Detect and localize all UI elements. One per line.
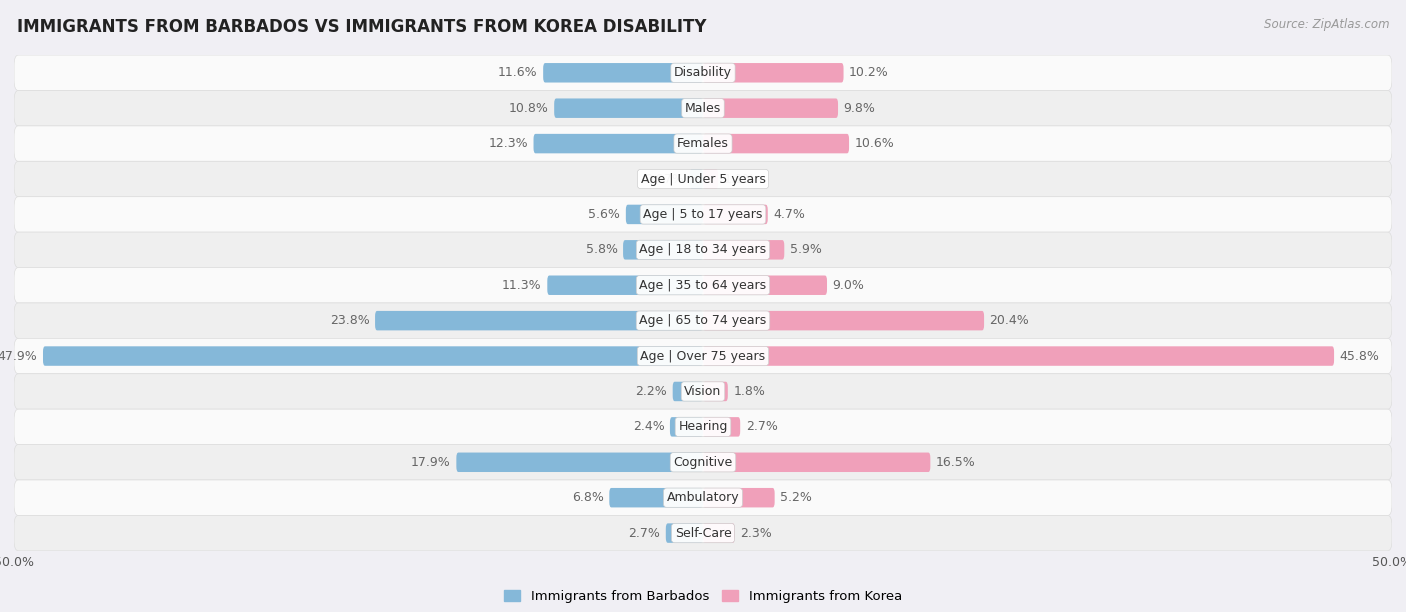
Legend: Immigrants from Barbados, Immigrants from Korea: Immigrants from Barbados, Immigrants fro… xyxy=(499,585,907,609)
Text: 5.9%: 5.9% xyxy=(790,244,821,256)
FancyBboxPatch shape xyxy=(14,126,1392,162)
FancyBboxPatch shape xyxy=(703,346,1334,366)
Text: 2.3%: 2.3% xyxy=(740,526,772,540)
FancyBboxPatch shape xyxy=(703,382,728,401)
FancyBboxPatch shape xyxy=(703,452,931,472)
FancyBboxPatch shape xyxy=(457,452,703,472)
Text: Vision: Vision xyxy=(685,385,721,398)
FancyBboxPatch shape xyxy=(547,275,703,295)
FancyBboxPatch shape xyxy=(14,338,1392,374)
Text: 1.8%: 1.8% xyxy=(734,385,765,398)
Text: 10.8%: 10.8% xyxy=(509,102,548,114)
FancyBboxPatch shape xyxy=(554,99,703,118)
Text: Females: Females xyxy=(678,137,728,150)
FancyBboxPatch shape xyxy=(703,99,838,118)
Text: 9.0%: 9.0% xyxy=(832,278,865,292)
Text: 9.8%: 9.8% xyxy=(844,102,876,114)
Text: Hearing: Hearing xyxy=(678,420,728,433)
FancyBboxPatch shape xyxy=(14,91,1392,126)
FancyBboxPatch shape xyxy=(14,303,1392,338)
Text: 10.6%: 10.6% xyxy=(855,137,894,150)
FancyBboxPatch shape xyxy=(703,275,827,295)
FancyBboxPatch shape xyxy=(623,240,703,259)
FancyBboxPatch shape xyxy=(543,63,703,83)
Text: 10.2%: 10.2% xyxy=(849,66,889,80)
Text: Age | 5 to 17 years: Age | 5 to 17 years xyxy=(644,208,762,221)
Text: Self-Care: Self-Care xyxy=(675,526,731,540)
Text: 16.5%: 16.5% xyxy=(936,456,976,469)
Text: 47.9%: 47.9% xyxy=(0,349,38,362)
FancyBboxPatch shape xyxy=(626,204,703,224)
FancyBboxPatch shape xyxy=(14,232,1392,267)
FancyBboxPatch shape xyxy=(703,240,785,259)
Text: 17.9%: 17.9% xyxy=(411,456,451,469)
FancyBboxPatch shape xyxy=(14,515,1392,551)
FancyBboxPatch shape xyxy=(672,382,703,401)
Text: 2.7%: 2.7% xyxy=(745,420,778,433)
FancyBboxPatch shape xyxy=(14,444,1392,480)
Text: Disability: Disability xyxy=(673,66,733,80)
Text: Cognitive: Cognitive xyxy=(673,456,733,469)
Text: 0.97%: 0.97% xyxy=(644,173,685,185)
Text: 45.8%: 45.8% xyxy=(1340,349,1379,362)
FancyBboxPatch shape xyxy=(703,311,984,330)
Text: Age | 35 to 64 years: Age | 35 to 64 years xyxy=(640,278,766,292)
FancyBboxPatch shape xyxy=(703,204,768,224)
FancyBboxPatch shape xyxy=(14,196,1392,232)
Text: 11.6%: 11.6% xyxy=(498,66,537,80)
Text: 2.7%: 2.7% xyxy=(628,526,661,540)
FancyBboxPatch shape xyxy=(533,134,703,154)
Text: 5.8%: 5.8% xyxy=(585,244,617,256)
Text: 1.1%: 1.1% xyxy=(724,173,755,185)
FancyBboxPatch shape xyxy=(375,311,703,330)
Text: 5.2%: 5.2% xyxy=(780,491,813,504)
Text: Age | 18 to 34 years: Age | 18 to 34 years xyxy=(640,244,766,256)
Text: 4.7%: 4.7% xyxy=(773,208,806,221)
Text: Age | 65 to 74 years: Age | 65 to 74 years xyxy=(640,314,766,327)
FancyBboxPatch shape xyxy=(44,346,703,366)
FancyBboxPatch shape xyxy=(14,480,1392,515)
FancyBboxPatch shape xyxy=(703,523,735,543)
Text: Source: ZipAtlas.com: Source: ZipAtlas.com xyxy=(1264,18,1389,31)
FancyBboxPatch shape xyxy=(703,170,718,188)
Text: 2.2%: 2.2% xyxy=(636,385,668,398)
FancyBboxPatch shape xyxy=(703,134,849,154)
FancyBboxPatch shape xyxy=(14,409,1392,444)
Text: 12.3%: 12.3% xyxy=(488,137,529,150)
FancyBboxPatch shape xyxy=(14,374,1392,409)
FancyBboxPatch shape xyxy=(669,417,703,436)
Text: 20.4%: 20.4% xyxy=(990,314,1029,327)
Text: 23.8%: 23.8% xyxy=(330,314,370,327)
Text: 5.6%: 5.6% xyxy=(589,208,620,221)
Text: Ambulatory: Ambulatory xyxy=(666,491,740,504)
Text: Age | Over 75 years: Age | Over 75 years xyxy=(641,349,765,362)
FancyBboxPatch shape xyxy=(14,267,1392,303)
FancyBboxPatch shape xyxy=(689,170,703,188)
FancyBboxPatch shape xyxy=(703,63,844,83)
Text: 6.8%: 6.8% xyxy=(572,491,603,504)
Text: IMMIGRANTS FROM BARBADOS VS IMMIGRANTS FROM KOREA DISABILITY: IMMIGRANTS FROM BARBADOS VS IMMIGRANTS F… xyxy=(17,18,706,36)
FancyBboxPatch shape xyxy=(14,162,1392,196)
FancyBboxPatch shape xyxy=(703,417,740,436)
Text: 11.3%: 11.3% xyxy=(502,278,541,292)
FancyBboxPatch shape xyxy=(14,55,1392,91)
FancyBboxPatch shape xyxy=(666,523,703,543)
Text: Males: Males xyxy=(685,102,721,114)
FancyBboxPatch shape xyxy=(609,488,703,507)
FancyBboxPatch shape xyxy=(703,488,775,507)
Text: 2.4%: 2.4% xyxy=(633,420,665,433)
Text: Age | Under 5 years: Age | Under 5 years xyxy=(641,173,765,185)
